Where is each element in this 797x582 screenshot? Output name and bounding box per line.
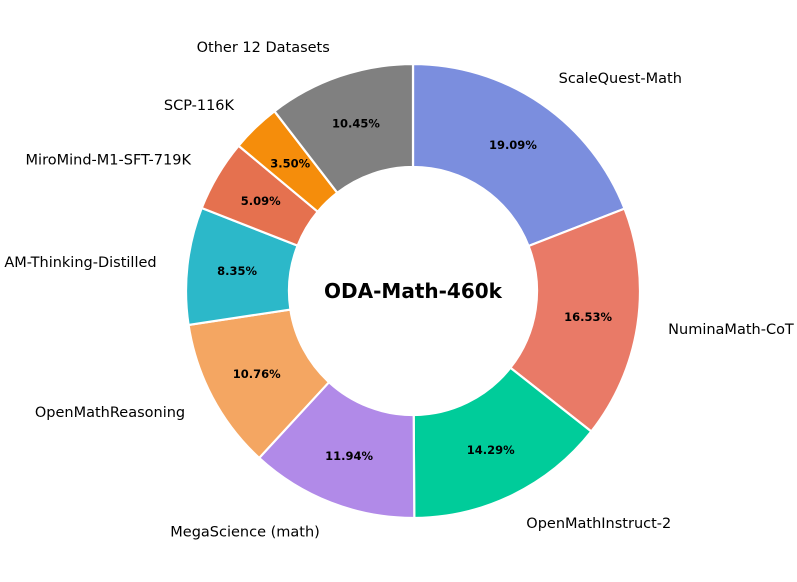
percent-label-scalequest-math: 19.09% xyxy=(489,138,537,152)
percent-label-other-12-datasets: 10.45% xyxy=(332,116,380,130)
slice-other-12-datasets xyxy=(272,62,415,195)
slice-scalequest-math xyxy=(411,62,626,248)
category-label-scp-116k: SCP-116K xyxy=(164,98,235,114)
slice-numinamath-cot xyxy=(508,207,642,434)
slices-layer xyxy=(184,62,642,520)
category-label-megascience-math: MegaScience (math) xyxy=(170,525,320,541)
category-label-openmathinstruct-2: OpenMathInstruct-2 xyxy=(526,516,671,532)
category-label-scalequest-math: ScaleQuest-Math xyxy=(559,71,682,87)
category-label-numinamath-cot: NuminaMath-CoT xyxy=(668,322,794,338)
category-labels-layer: ScaleQuest-Math NuminaMath-CoT OpenMathIns… xyxy=(4,40,794,541)
percent-labels-layer: 19.09% 16.53% 14.29% 11.94% 10.76% 8.35% 5.09%… xyxy=(217,116,612,463)
percent-label-megascience-math: 11.94% xyxy=(325,449,373,463)
category-label-miromind-m1-sft-719k: MiroMind-M1-SFT-719K xyxy=(26,153,192,169)
slice-openmathinstruct-2 xyxy=(412,366,593,520)
chart-title: ODA-Math-460k xyxy=(324,279,503,303)
percent-label-openmathinstruct-2: 14.29% xyxy=(467,443,515,457)
percent-label-openmathreasoning: 10.76% xyxy=(233,367,281,381)
percent-label-am-thinking-distilled: 8.35% xyxy=(217,264,257,278)
category-label-other-12-datasets: Other 12 Datasets xyxy=(197,40,330,56)
category-label-openmathreasoning: OpenMathReasoning xyxy=(35,405,185,421)
percent-label-miromind-m1-sft-719k: 5.09% xyxy=(241,194,281,208)
percent-label-scp-116k: 3.50% xyxy=(270,157,310,171)
percent-label-numinamath-cot: 16.53% xyxy=(564,310,612,324)
category-label-am-thinking-distilled: AM-Thinking-Distilled xyxy=(4,255,156,271)
